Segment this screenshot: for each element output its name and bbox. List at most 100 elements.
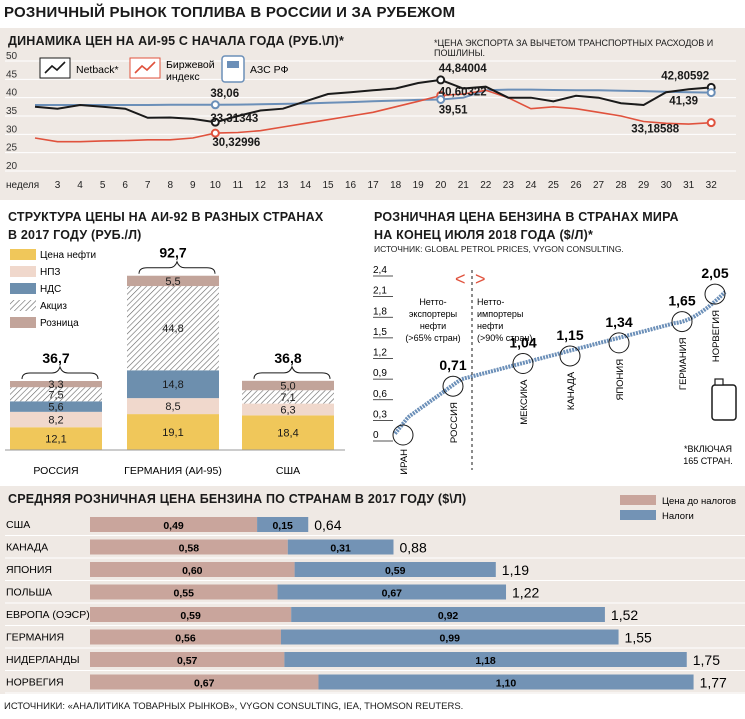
taxes-label: 0,67 xyxy=(382,588,403,600)
legend-swatch xyxy=(10,317,36,328)
country-label: ИРАН xyxy=(399,449,410,475)
y-tick-label: 0,9 xyxy=(373,368,387,379)
stack-segment xyxy=(127,275,219,287)
taxes-label: 0,92 xyxy=(438,610,459,622)
y-tick-label: 20 xyxy=(6,161,18,172)
category-label: США xyxy=(276,465,300,477)
stack-segment xyxy=(127,398,219,415)
main-title: РОЗНИЧНЫЙ РЫНОК ТОПЛИВА В РОССИИ И ЗА РУ… xyxy=(4,4,456,21)
annotation-label: 38,06 xyxy=(210,88,239,100)
series-marker xyxy=(706,118,716,128)
country-value-label: 2,05 xyxy=(701,265,728,281)
y-tick-label: 1,5 xyxy=(373,327,387,338)
pretax-bar xyxy=(90,539,288,555)
world-source: ИСТОЧНИК: GLOBAL PETROL PRICES, VYGON CO… xyxy=(374,244,624,254)
segment-label: 5,6 xyxy=(48,402,63,414)
legend-label: НДС xyxy=(40,284,61,295)
total-label: 1,77 xyxy=(700,675,727,691)
series-line xyxy=(34,89,712,143)
country-value-label: 0,71 xyxy=(439,357,466,373)
pretax-label: 0,49 xyxy=(163,520,184,532)
footnote-2: 165 СТРАН. xyxy=(683,456,733,466)
annotation-label: 42,80592 xyxy=(661,70,709,82)
taxes-label: 0,59 xyxy=(385,565,406,577)
series-line xyxy=(35,88,712,106)
x-tick-label: 6 xyxy=(122,180,128,191)
country-label: НОРВЕГИЯ xyxy=(711,310,722,362)
stack-segment xyxy=(242,390,334,404)
importers-note: (>90% стран) xyxy=(477,333,532,343)
x-tick-label: 17 xyxy=(368,180,380,191)
country-value-label: 1,34 xyxy=(605,314,632,330)
structure-title-1: СТРУКТУРА ЦЕНЫ НА АИ-92 В РАЗНЫХ СТРАНАХ xyxy=(8,210,324,224)
total-label: 1,22 xyxy=(512,585,539,601)
pretax-label: 0,55 xyxy=(174,588,195,600)
x-axis-label: неделя xyxy=(6,180,39,191)
legend-swatch xyxy=(10,283,36,294)
pretax-bar xyxy=(90,584,278,600)
country-label: НИДЕРЛАНДЫ xyxy=(6,654,80,666)
y-tick-label: 50 xyxy=(6,51,18,62)
world-price-curve xyxy=(393,290,727,435)
country-circle xyxy=(512,353,534,374)
fuel-pump-icon xyxy=(221,55,245,83)
country-label: МЕКСИКА xyxy=(519,379,530,425)
importers-note: Нетто- xyxy=(477,297,504,307)
stack-segment xyxy=(127,370,219,399)
y-tick-label: 1,8 xyxy=(373,306,387,317)
legend-label-pretax: Цена до налогов xyxy=(662,496,736,507)
taxes-bar xyxy=(277,584,507,600)
segment-label: 5,0 xyxy=(280,381,295,393)
retail-title: СРЕДНЯЯ РОЗНИЧНАЯ ЦЕНА БЕНЗИНА ПО СТРАНА… xyxy=(8,492,467,506)
y-tick-label: 0 xyxy=(373,430,379,441)
x-tick-label: 3 xyxy=(55,180,61,191)
price-structure-chart: 12,1 8,25,67,53,3 36,7 РОССИЯ 19,1 8,5 14,8 44,… xyxy=(5,245,345,477)
price-dynamics-title: ДИНАМИКА ЦЕН НА АИ-95 С НАЧАЛА ГОДА (РУБ… xyxy=(8,34,345,48)
total-brace xyxy=(21,365,99,380)
annotation-label: 33,31343 xyxy=(210,113,258,125)
y-tick-label: 2,4 xyxy=(373,265,387,276)
x-tick-label: 18 xyxy=(390,180,402,191)
taxes-bar xyxy=(291,607,605,622)
structure-title-2: В 2017 ГОДУ (РУБ./Л) xyxy=(8,228,142,242)
world-price-chart: 0 0,3 0,6 0,9 1,2 1,5 1,8 2,1 2,4 < > Нетто-экспорт… xyxy=(373,265,737,475)
x-tick-label: 7 xyxy=(145,180,151,191)
segment-label: 6,3 xyxy=(280,404,295,416)
series-marker xyxy=(436,94,446,104)
x-tick-label: 16 xyxy=(345,180,357,191)
annotation-label: 30,32996 xyxy=(212,137,260,149)
pretax-label: 0,56 xyxy=(175,633,196,645)
x-tick-label: 10 xyxy=(210,180,222,191)
segment-label: 44,8 xyxy=(162,323,183,335)
x-tick-label: 24 xyxy=(525,180,537,191)
total-label: 1,55 xyxy=(625,630,652,646)
legend-netback-icon xyxy=(44,61,66,74)
export-footnote: *ЦЕНА ЭКСПОРТА ЗА ВЫЧЕТОМ ТРАНСПОРТНЫХ Р… xyxy=(434,38,714,58)
stack-segment xyxy=(10,381,102,388)
total-brace xyxy=(138,260,216,274)
taxes-label: 0,99 xyxy=(440,633,461,645)
taxes-bar xyxy=(294,562,496,577)
taxes-label: 1,18 xyxy=(475,655,496,667)
legend-exchange-label-2: индекс xyxy=(166,71,200,83)
legend-label-taxes: Налоги xyxy=(662,511,694,522)
stack-segment xyxy=(242,415,334,450)
country-label: ЯПОНИЯ xyxy=(615,359,626,401)
series-line xyxy=(34,78,712,124)
x-tick-label: 13 xyxy=(277,180,289,191)
x-tick-label: 32 xyxy=(706,180,718,191)
total-label: 0,64 xyxy=(314,517,341,533)
stack-segment xyxy=(127,286,219,371)
x-tick-label: 21 xyxy=(458,180,470,191)
pretax-label: 0,67 xyxy=(194,678,215,690)
segment-label: 19,1 xyxy=(162,427,183,439)
annotation-label: 41,39 xyxy=(669,96,698,108)
pretax-bar xyxy=(90,562,295,577)
legend-label: Розница xyxy=(40,318,79,329)
pretax-bar xyxy=(90,674,319,690)
annotation-label: 33,18588 xyxy=(631,124,680,136)
segment-label: 8,5 xyxy=(165,401,180,413)
country-label: США xyxy=(6,519,30,531)
annotation-label: 44,84004 xyxy=(439,63,488,75)
footnote-1: *ВКЛЮЧАЯ xyxy=(684,444,732,454)
